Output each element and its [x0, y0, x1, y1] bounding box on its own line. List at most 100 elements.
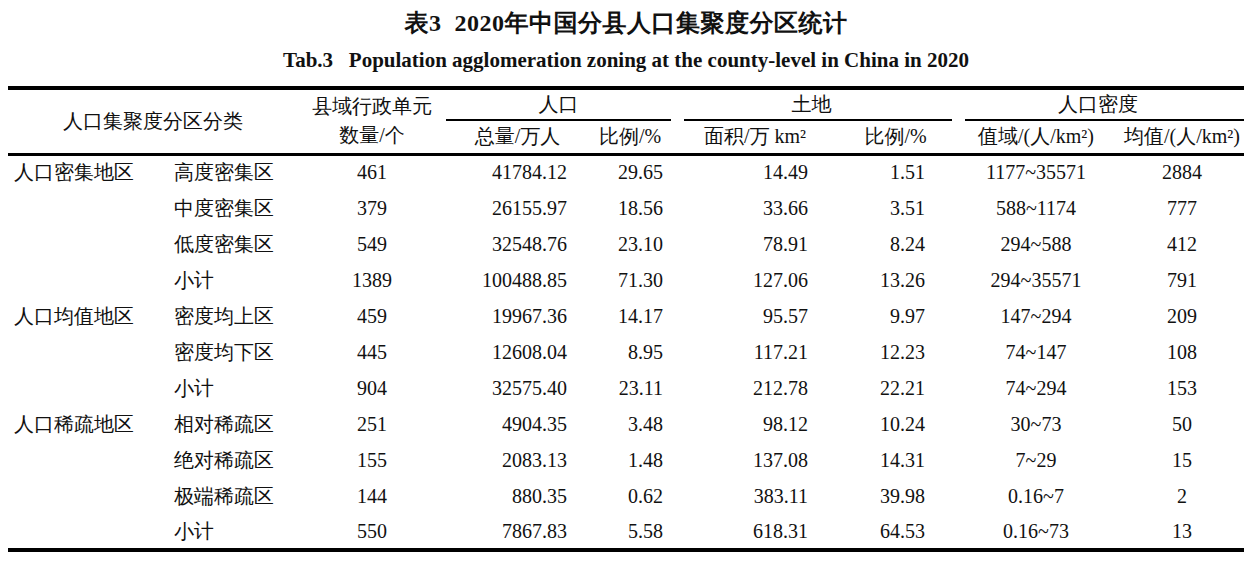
density-mean-cell: 108 — [1120, 334, 1244, 370]
pop-pct-cell: 1.48 — [589, 442, 671, 478]
density-range-cell: 7~29 — [952, 442, 1120, 478]
land-area-cell: 127.06 — [671, 262, 839, 298]
category-cell — [8, 478, 158, 514]
zone-cell: 密度均下区 — [158, 334, 298, 370]
county-count-cell: 550 — [298, 514, 446, 550]
county-count-cell: 445 — [298, 334, 446, 370]
header-pop-total: 总量/万人 — [446, 121, 589, 154]
land-pct-cell: 64.53 — [839, 514, 952, 550]
county-count-cell: 251 — [298, 406, 446, 442]
density-range-cell: 294~35571 — [952, 262, 1120, 298]
density-mean-cell: 15 — [1120, 442, 1244, 478]
table-row: 人口稀疏地区 相对稀疏区 251 4904.35 3.48 98.12 10.2… — [8, 406, 1244, 442]
pop-total-cell: 2083.13 — [446, 442, 589, 478]
table-header: 人口集聚度分区分类 县域行政单元 数量/个 人口 土地 人口密度 — [8, 88, 1244, 154]
header-county-count-line2: 数量/个 — [339, 124, 405, 146]
land-pct-cell: 12.23 — [839, 334, 952, 370]
header-county-count-line1: 县域行政单元 — [312, 95, 432, 117]
pop-total-cell: 32548.76 — [446, 226, 589, 262]
land-area-cell: 212.78 — [671, 370, 839, 406]
pop-pct-cell: 3.48 — [589, 406, 671, 442]
density-range-cell: 30~73 — [952, 406, 1120, 442]
pop-total-cell: 12608.04 — [446, 334, 589, 370]
land-area-cell: 618.31 — [671, 514, 839, 550]
category-cell — [8, 514, 158, 550]
land-pct-cell: 3.51 — [839, 190, 952, 226]
category-cell: 人口均值地区 — [8, 298, 158, 334]
table-row: 中度密集区 379 26155.97 18.56 33.66 3.51 588~… — [8, 190, 1244, 226]
density-mean-cell: 791 — [1120, 262, 1244, 298]
category-cell — [8, 370, 158, 406]
pop-pct-cell: 0.62 — [589, 478, 671, 514]
land-area-cell: 98.12 — [671, 406, 839, 442]
land-pct-cell: 10.24 — [839, 406, 952, 442]
pop-total-cell: 880.35 — [446, 478, 589, 514]
county-count-cell: 549 — [298, 226, 446, 262]
zone-cell: 小计 — [158, 262, 298, 298]
density-range-cell: 147~294 — [952, 298, 1120, 334]
header-pop-pct: 比例/% — [589, 121, 671, 154]
header-group-population-label: 人口 — [539, 93, 579, 115]
table-row: 密度均下区 445 12608.04 8.95 117.21 12.23 74~… — [8, 334, 1244, 370]
land-pct-cell: 14.31 — [839, 442, 952, 478]
county-count-cell: 379 — [298, 190, 446, 226]
land-area-cell: 95.57 — [671, 298, 839, 334]
land-area-cell: 14.49 — [671, 154, 839, 190]
density-mean-cell: 2884 — [1120, 154, 1244, 190]
zone-cell: 小计 — [158, 370, 298, 406]
population-group-rule — [446, 119, 671, 121]
zone-cell: 密度均上区 — [158, 298, 298, 334]
category-cell — [8, 334, 158, 370]
zone-cell: 高度密集区 — [158, 154, 298, 190]
county-count-cell: 904 — [298, 370, 446, 406]
population-agglomeration-table: 人口集聚度分区分类 县域行政单元 数量/个 人口 土地 人口密度 — [8, 86, 1244, 552]
category-cell: 人口密集地区 — [8, 154, 158, 190]
land-group-rule — [684, 119, 952, 121]
header-land-area: 面积/万 km² — [671, 121, 839, 154]
land-pct-cell: 9.97 — [839, 298, 952, 334]
table-row: 低度密集区 549 32548.76 23.10 78.91 8.24 294~… — [8, 226, 1244, 262]
header-category: 人口集聚度分区分类 — [8, 88, 298, 154]
land-pct-cell: 1.51 — [839, 154, 952, 190]
pop-pct-cell: 23.11 — [589, 370, 671, 406]
density-range-cell: 74~294 — [952, 370, 1120, 406]
category-cell — [8, 226, 158, 262]
pop-total-cell: 32575.40 — [446, 370, 589, 406]
land-pct-cell: 13.26 — [839, 262, 952, 298]
header-group-land: 土地 — [671, 88, 952, 121]
pop-total-cell: 19967.36 — [446, 298, 589, 334]
category-cell — [8, 262, 158, 298]
pop-pct-cell: 14.17 — [589, 298, 671, 334]
county-count-cell: 155 — [298, 442, 446, 478]
zone-cell: 低度密集区 — [158, 226, 298, 262]
header-group-row: 人口集聚度分区分类 县域行政单元 数量/个 人口 土地 人口密度 — [8, 88, 1244, 121]
density-range-cell: 0.16~73 — [952, 514, 1120, 550]
header-density-mean: 均值/(人/km²) — [1120, 121, 1244, 154]
header-density-range: 值域/(人/km²) — [952, 121, 1120, 154]
pop-pct-cell: 71.30 — [589, 262, 671, 298]
density-mean-cell: 13 — [1120, 514, 1244, 550]
pop-total-cell: 100488.85 — [446, 262, 589, 298]
zone-cell: 中度密集区 — [158, 190, 298, 226]
county-count-cell: 459 — [298, 298, 446, 334]
category-cell: 人口稀疏地区 — [8, 406, 158, 442]
table-body: 人口密集地区 高度密集区 461 41784.12 29.65 14.49 1.… — [8, 154, 1244, 550]
table-row: 小计 550 7867.83 5.58 618.31 64.53 0.16~73… — [8, 514, 1244, 550]
density-mean-cell: 209 — [1120, 298, 1244, 334]
pop-total-cell: 7867.83 — [446, 514, 589, 550]
header-land-pct: 比例/% — [839, 121, 952, 154]
pop-pct-cell: 29.65 — [589, 154, 671, 190]
pop-total-cell: 26155.97 — [446, 190, 589, 226]
land-area-cell: 33.66 — [671, 190, 839, 226]
density-mean-cell: 777 — [1120, 190, 1244, 226]
density-mean-cell: 412 — [1120, 226, 1244, 262]
category-cell — [8, 190, 158, 226]
table-row: 绝对稀疏区 155 2083.13 1.48 137.08 14.31 7~29… — [8, 442, 1244, 478]
zone-cell: 绝对稀疏区 — [158, 442, 298, 478]
density-group-rule — [965, 119, 1244, 121]
table-row: 人口密集地区 高度密集区 461 41784.12 29.65 14.49 1.… — [8, 154, 1244, 190]
density-range-cell: 294~588 — [952, 226, 1120, 262]
zone-cell: 小计 — [158, 514, 298, 550]
pop-pct-cell: 5.58 — [589, 514, 671, 550]
paper-table-page: 表3 2020年中国分县人口集聚度分区统计 Tab.3 Population a… — [0, 0, 1252, 568]
